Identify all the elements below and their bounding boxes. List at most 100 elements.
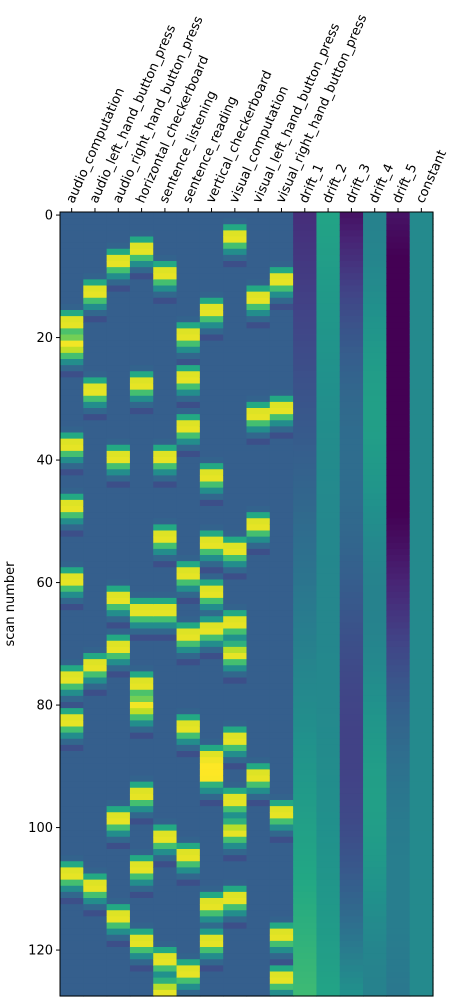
- heatmap-cell: [129, 879, 154, 887]
- heatmap-cell: [316, 450, 341, 458]
- heatmap-cell: [176, 800, 201, 807]
- heatmap-cell: [293, 359, 318, 366]
- heatmap-cell: [293, 444, 318, 452]
- heatmap-cell: [153, 279, 178, 287]
- heatmap-cell: [153, 432, 178, 440]
- heatmap-cell: [409, 573, 434, 581]
- heatmap-cell: [339, 891, 364, 899]
- heatmap-cell: [176, 910, 201, 917]
- heatmap-cell: [223, 677, 248, 685]
- heatmap-cell: [246, 751, 271, 758]
- heatmap-cell: [176, 610, 201, 617]
- heatmap-cell: [129, 916, 154, 924]
- heatmap-cell: [246, 579, 271, 587]
- heatmap-cell: [316, 254, 341, 262]
- heatmap-cell: [409, 273, 434, 280]
- heatmap-cell: [246, 879, 271, 887]
- heatmap-cell: [269, 640, 294, 648]
- heatmap-cell: [60, 267, 84, 274]
- heatmap-cell: [339, 236, 364, 244]
- heatmap-cell: [269, 646, 294, 654]
- heatmap-cell: [339, 781, 364, 789]
- heatmap-cell: [223, 420, 248, 427]
- heatmap-cell: [246, 763, 271, 770]
- heatmap-cell: [83, 879, 108, 887]
- heatmap-cell: [106, 242, 131, 250]
- heatmap-cell: [176, 885, 201, 893]
- heatmap-cell: [106, 279, 131, 287]
- heatmap-cell: [153, 591, 178, 599]
- heatmap-cell: [316, 965, 341, 973]
- heatmap-cell: [339, 800, 364, 807]
- heatmap-cell: [293, 965, 318, 973]
- heatmap-cell: [153, 934, 178, 942]
- heatmap-cell: [316, 793, 341, 801]
- heatmap-cell: [223, 800, 248, 807]
- heatmap-cell: [339, 836, 364, 844]
- heatmap-cell: [106, 414, 131, 421]
- heatmap-cell: [316, 218, 341, 225]
- heatmap-cell: [363, 597, 387, 605]
- heatmap-cell: [339, 328, 364, 336]
- heatmap-cell: [293, 297, 318, 305]
- heatmap-cell: [83, 316, 108, 323]
- heatmap-cell: [223, 885, 248, 893]
- heatmap-cell: [129, 714, 154, 721]
- heatmap-cell: [60, 469, 84, 476]
- heatmap-cell: [269, 879, 294, 887]
- heatmap-cell: [223, 401, 248, 409]
- heatmap-cell: [246, 512, 271, 519]
- heatmap-cell: [269, 248, 294, 256]
- heatmap-cell: [83, 426, 108, 434]
- heatmap-cell: [269, 683, 294, 691]
- heatmap-cell: [83, 818, 108, 826]
- heatmap-cell: [153, 597, 178, 605]
- heatmap-cell: [316, 212, 341, 219]
- heatmap-cell: [339, 254, 364, 262]
- heatmap-cell: [316, 861, 341, 868]
- heatmap-cell: [386, 702, 411, 709]
- heatmap-cell: [339, 212, 364, 219]
- heatmap-cell: [223, 273, 248, 280]
- heatmap-cell: [60, 573, 84, 581]
- heatmap-cell: [269, 291, 294, 299]
- heatmap-cell: [106, 512, 131, 519]
- heatmap-cell: [246, 934, 271, 942]
- heatmap-cell: [129, 322, 154, 329]
- heatmap-cell: [106, 254, 131, 262]
- heatmap-cell: [409, 818, 434, 826]
- heatmap-cell: [176, 377, 201, 385]
- heatmap-cell: [176, 947, 201, 954]
- heatmap-cell: [60, 316, 84, 323]
- heatmap-cell: [363, 279, 387, 287]
- heatmap-cell: [223, 542, 248, 550]
- heatmap-cell: [153, 659, 178, 666]
- heatmap-cell: [106, 849, 131, 856]
- heatmap-cell: [246, 555, 271, 562]
- heatmap-cell: [246, 438, 271, 446]
- heatmap-cell: [83, 806, 108, 813]
- heatmap-cell: [129, 359, 154, 366]
- heatmap-cell: [293, 561, 318, 568]
- heatmap-cell: [199, 793, 224, 801]
- heatmap-cell: [269, 616, 294, 623]
- heatmap-cell: [199, 389, 224, 397]
- heatmap-cell: [199, 959, 224, 966]
- heatmap-cell: [316, 248, 341, 256]
- heatmap-cell: [153, 401, 178, 409]
- heatmap-cell: [153, 916, 178, 924]
- heatmap-cell: [339, 622, 364, 630]
- heatmap-cell: [60, 855, 84, 862]
- heatmap-cell: [269, 904, 294, 911]
- heatmap-cell: [386, 371, 411, 378]
- heatmap-cell: [106, 751, 131, 758]
- heatmap-cell: [176, 781, 201, 789]
- heatmap-cell: [176, 793, 201, 801]
- heatmap-cell: [129, 910, 154, 917]
- heatmap-cell: [339, 861, 364, 868]
- heatmap-cell: [176, 303, 201, 311]
- heatmap-cell: [176, 236, 201, 244]
- heatmap-cell: [293, 524, 318, 532]
- heatmap-cell: [339, 695, 364, 703]
- heatmap-cell: [409, 769, 434, 777]
